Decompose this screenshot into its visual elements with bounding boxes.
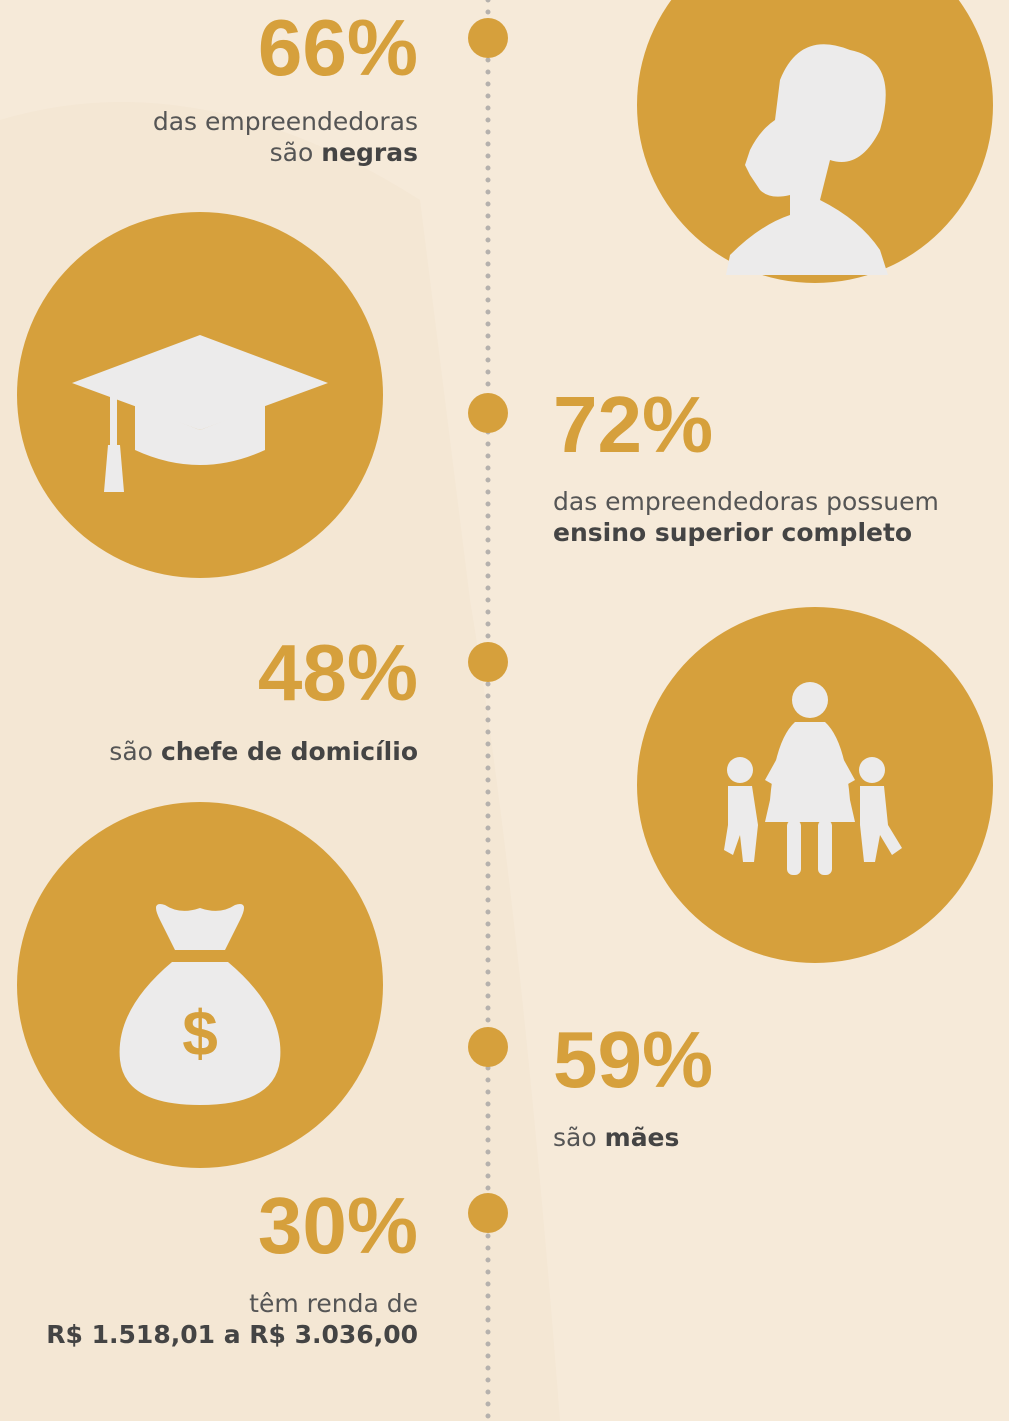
family-icon	[637, 607, 993, 963]
svg-text:$: $	[182, 997, 218, 1069]
woman-icon	[637, 0, 993, 283]
text: são	[553, 1123, 597, 1152]
bold-text: ensino superior completo	[553, 518, 912, 547]
timeline-dots	[468, 18, 508, 1233]
description: são mães	[553, 1123, 679, 1152]
description: das empreendedoras	[153, 107, 418, 136]
dot	[468, 1027, 508, 1067]
dot	[468, 642, 508, 682]
stat: 66%	[258, 3, 418, 92]
description: das empreendedoras possuem	[553, 487, 939, 516]
description: têm renda de	[249, 1289, 418, 1318]
dot	[468, 393, 508, 433]
stat: 59%	[553, 1015, 713, 1104]
stat: 48%	[258, 628, 418, 717]
text: são	[109, 737, 153, 766]
bold-text: mães	[605, 1123, 680, 1152]
description: R$ 1.518,01 a R$ 3.036,00	[46, 1320, 418, 1349]
text: têm renda de	[249, 1289, 418, 1318]
description: são chefe de domicílio	[109, 737, 418, 766]
bold-text: negras	[321, 138, 418, 167]
text: das empreendedoras possuem	[553, 487, 939, 516]
stat: 72%	[553, 380, 713, 469]
dot	[468, 1193, 508, 1233]
graduation-icon	[17, 212, 383, 578]
description: ensino superior completo	[553, 518, 912, 547]
stat: 30%	[258, 1181, 418, 1270]
bold-text: chefe de domicílio	[161, 737, 418, 766]
text: das empreendedoras	[153, 107, 418, 136]
description: são negras	[270, 138, 418, 167]
text: são	[270, 138, 314, 167]
money-icon: $	[17, 802, 383, 1168]
bold-text: R$ 1.518,01 a R$ 3.036,00	[46, 1320, 418, 1349]
dot	[468, 18, 508, 58]
